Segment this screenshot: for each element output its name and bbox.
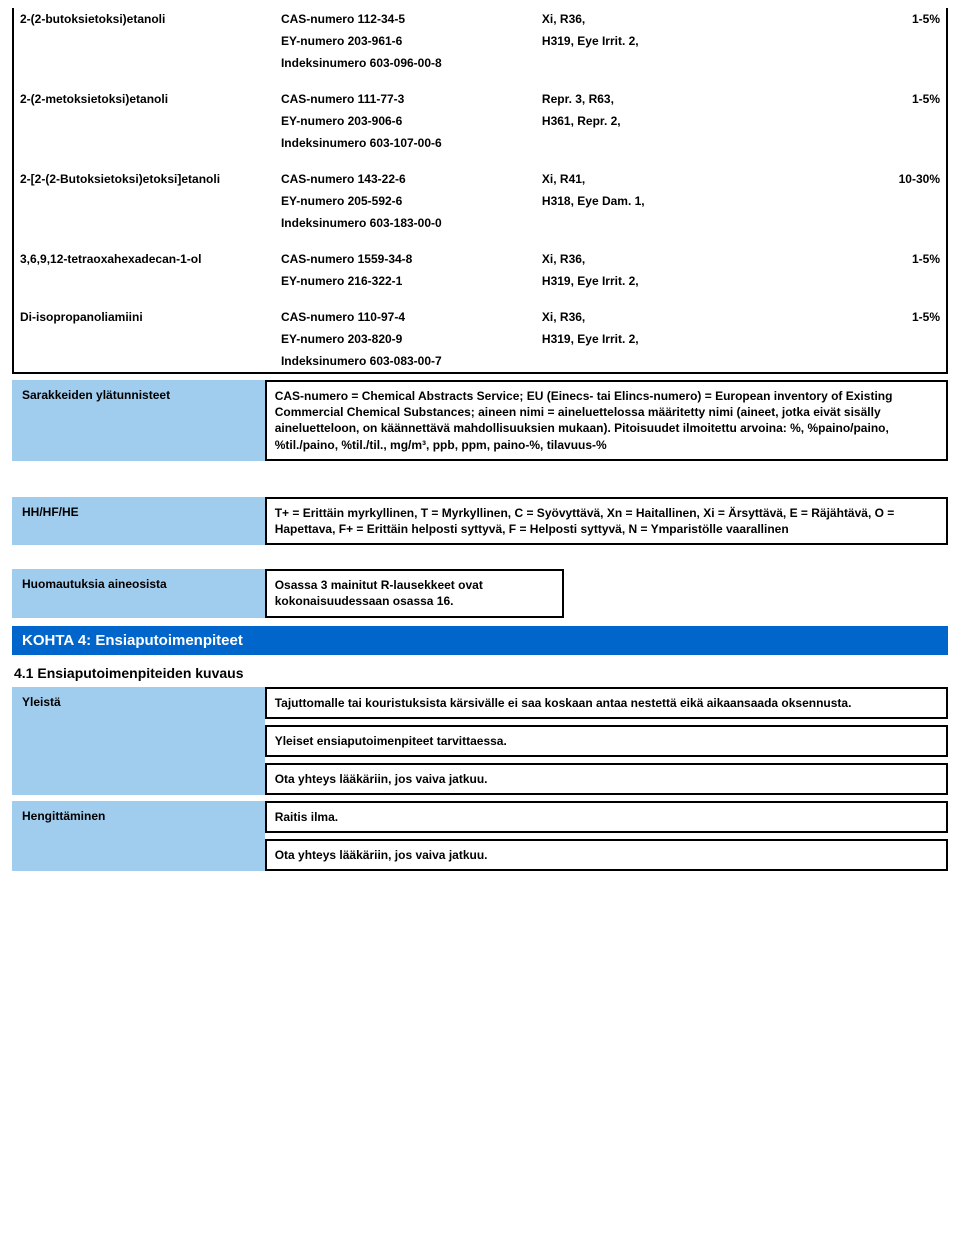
chem-pct: 1-5% [816,8,947,30]
chem-pct: 1-5% [816,88,947,110]
columns-label: Sarakkeiden ylätunnisteet [12,380,265,461]
chem-name: 2-[2-(2-Butoksietoksi)etoksi]etanoli [14,168,275,190]
general-row: Yleistä Tajuttomalle tai kouristuksista … [12,687,948,796]
chem-code: Indeksinumero 603-107-00-6 [275,132,536,154]
hhhfhe-label: HH/HF/HE [12,497,265,545]
general-box-1: Tajuttomalle tai kouristuksista kärsiväl… [265,687,948,719]
general-label: Yleistä [12,687,265,796]
notes-label: Huomautuksia aineosista [12,569,265,617]
chem-hazard: H319, Eye Irrit. 2, [536,270,816,292]
chem-code: CAS-numero 111-77-3 [275,88,536,110]
chem-code: EY-numero 203-961-6 [275,30,536,52]
notes-row: Huomautuksia aineosista Osassa 3 mainitu… [12,569,948,617]
general-box-3: Ota yhteys lääkäriin, jos vaiva jatkuu. [265,763,948,795]
chem-code: Indeksinumero 603-096-00-8 [275,52,536,74]
chem-pct: 1-5% [816,248,947,270]
breathing-row: Hengittäminen Raitis ilma. Ota yhteys lä… [12,801,948,871]
chem-code: EY-numero 205-592-6 [275,190,536,212]
chem-name: 2-(2-butoksietoksi)etanoli [14,8,275,30]
chem-hazard: H318, Eye Dam. 1, [536,190,816,212]
chem-hazard: Xi, R36, [536,306,816,328]
chem-hazard: Repr. 3, R63, [536,88,816,110]
chem-code: EY-numero 203-906-6 [275,110,536,132]
chem-code: CAS-numero 112-34-5 [275,8,536,30]
chem-hazard: Xi, R36, [536,248,816,270]
chem-code: Indeksinumero 603-183-00-0 [275,212,536,234]
chemicals-table: 2-(2-butoksietoksi)etanoli CAS-numero 11… [12,8,948,374]
chem-hazard: H361, Repr. 2, [536,110,816,132]
hhhfhe-row: HH/HF/HE T+ = Erittäin myrkyllinen, T = … [12,497,948,545]
section-4-header: KOHTA 4: Ensiaputoimenpiteet [12,626,948,655]
chem-code: Indeksinumero 603-083-00-7 [275,350,536,372]
chem-code: CAS-numero 1559-34-8 [275,248,536,270]
chem-code: CAS-numero 110-97-4 [275,306,536,328]
columns-content: CAS-numero = Chemical Abstracts Service;… [265,380,948,461]
chem-code: EY-numero 203-820-9 [275,328,536,350]
chem-hazard: Xi, R36, [536,8,816,30]
breathing-box-1: Raitis ilma. [265,801,948,833]
columns-explanation-row: Sarakkeiden ylätunnisteet CAS-numero = C… [12,380,948,461]
chem-name: Di-isopropanoliamiini [14,306,275,328]
chem-pct: 10-30% [816,168,947,190]
breathing-box-2: Ota yhteys lääkäriin, jos vaiva jatkuu. [265,839,948,871]
breathing-label: Hengittäminen [12,801,265,871]
chem-hazard: H319, Eye Irrit. 2, [536,30,816,52]
chem-code: EY-numero 216-322-1 [275,270,536,292]
chem-code: CAS-numero 143-22-6 [275,168,536,190]
chem-hazard: Xi, R41, [536,168,816,190]
chem-name: 2-(2-metoksietoksi)etanoli [14,88,275,110]
section-4-1-sub: 4.1 Ensiaputoimenpiteiden kuvaus [12,659,948,687]
hhhfhe-content: T+ = Erittäin myrkyllinen, T = Myrkyllin… [265,497,948,545]
general-box-2: Yleiset ensiaputoimenpiteet tarvittaessa… [265,725,948,757]
chem-pct: 1-5% [816,306,947,328]
chem-name: 3,6,9,12-tetraoxahexadecan-1-ol [14,248,275,270]
chem-hazard: H319, Eye Irrit. 2, [536,328,816,350]
notes-content: Osassa 3 mainitut R-lausekkeet ovat koko… [265,569,565,617]
